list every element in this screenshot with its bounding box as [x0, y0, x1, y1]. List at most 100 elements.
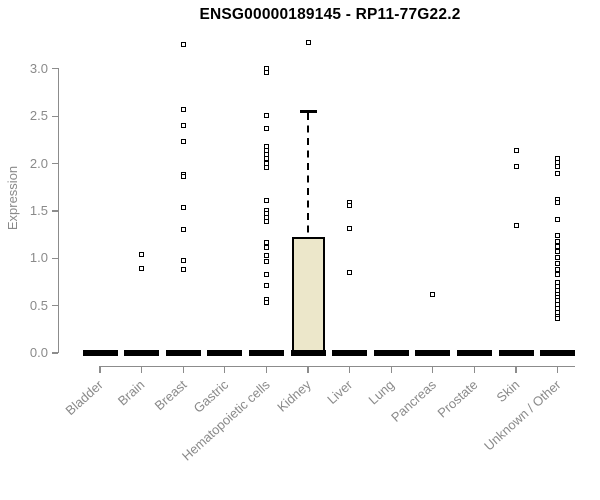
median-bar [373, 350, 409, 356]
data-point [555, 163, 561, 169]
median-bar [415, 350, 451, 356]
y-tick [51, 352, 58, 354]
median-bar [290, 350, 326, 356]
data-point [263, 258, 269, 264]
x-tick [473, 366, 475, 373]
x-tick [432, 366, 434, 373]
median-bar [207, 350, 243, 356]
x-tick [557, 366, 559, 373]
x-tick-label: Breast [151, 377, 190, 414]
y-tick-label: 0.0 [29, 345, 48, 360]
data-point [263, 164, 269, 170]
data-point [180, 123, 186, 129]
median-bar [332, 350, 368, 356]
data-point [180, 257, 186, 263]
data-point [263, 218, 269, 224]
median-bar [540, 350, 576, 356]
x-tick-label: Bladder [62, 377, 107, 419]
data-point [263, 198, 269, 204]
x-tick [141, 366, 143, 373]
y-tick-label: 1.5 [29, 202, 48, 218]
data-point [263, 70, 269, 76]
x-tick-label: Kidney [274, 377, 315, 415]
y-tick-label: 2.5 [29, 108, 48, 124]
median-bar [248, 350, 284, 356]
data-point [555, 170, 561, 176]
y-axis-line [58, 68, 60, 354]
y-tick [51, 257, 58, 259]
data-point [555, 199, 561, 205]
data-point [180, 139, 186, 145]
data-point [263, 252, 269, 258]
data-point [139, 266, 145, 272]
y-tick-label: 0.5 [29, 297, 48, 313]
x-tick-label: Lung [365, 377, 398, 408]
x-tick [307, 366, 309, 373]
x-tick [515, 366, 517, 373]
data-point [180, 107, 186, 113]
data-point [555, 244, 561, 250]
median-bar [124, 350, 160, 356]
data-point [347, 270, 353, 275]
data-point [513, 222, 519, 228]
data-point [513, 163, 519, 169]
data-point [263, 112, 269, 118]
x-tick-label: Brain [115, 377, 148, 409]
x-tick-label: Pancreas [387, 377, 439, 425]
data-point [263, 283, 269, 289]
whisker-cap [299, 110, 317, 113]
data-point [555, 267, 561, 273]
y-tick [51, 115, 58, 117]
data-point [555, 238, 561, 244]
data-point [555, 233, 561, 239]
x-tick-label: Unknown / Other [481, 377, 564, 454]
box [291, 237, 325, 356]
data-point [555, 271, 561, 277]
whisker [307, 113, 309, 238]
x-tick [99, 366, 101, 373]
data-point [263, 126, 269, 132]
y-tick-label: 2.0 [29, 155, 48, 171]
data-point [555, 254, 561, 260]
median-bar [456, 350, 492, 356]
data-point [555, 316, 561, 322]
data-point [263, 156, 269, 162]
data-point [180, 227, 186, 233]
data-point [430, 291, 436, 297]
median-bar [165, 350, 201, 356]
data-point [347, 202, 353, 208]
data-point [555, 249, 561, 255]
data-point [263, 245, 269, 251]
y-tick [51, 163, 58, 165]
data-point [263, 239, 269, 245]
x-tick [224, 366, 226, 373]
data-point [555, 216, 561, 222]
y-tick [51, 305, 58, 307]
data-point [263, 271, 269, 277]
data-point [305, 39, 311, 45]
data-point [513, 147, 519, 153]
x-tick [265, 366, 267, 373]
data-point [180, 41, 186, 47]
data-point [180, 267, 186, 273]
median-bar [82, 350, 118, 356]
y-tick-label: 3.0 [29, 60, 48, 76]
y-tick-label: 1.0 [29, 250, 48, 266]
x-tick-label: Skin [493, 377, 523, 406]
x-tick-label: Prostate [434, 377, 481, 421]
data-point [555, 260, 561, 266]
data-point [180, 174, 186, 180]
x-tick [349, 366, 351, 373]
x-tick [182, 366, 184, 373]
y-tick [51, 68, 58, 70]
x-tick [390, 366, 392, 373]
data-point [263, 300, 269, 306]
x-axis-line [99, 366, 576, 368]
median-bar [498, 350, 534, 356]
data-point [139, 252, 145, 257]
data-point [180, 204, 186, 210]
data-point [263, 151, 269, 157]
x-tick-label: Liver [324, 377, 356, 408]
data-point [347, 226, 353, 232]
